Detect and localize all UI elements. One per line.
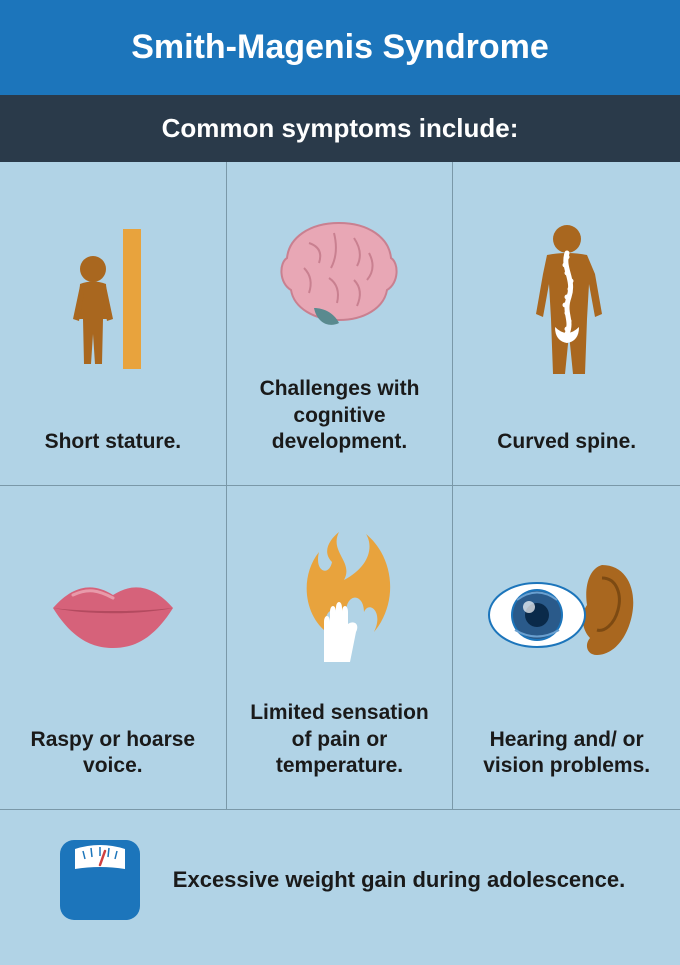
symptom-cognitive: Challenges with cognitive development. <box>227 162 454 486</box>
title-bar: Smith-Magenis Syndrome <box>0 0 680 95</box>
symptom-grid: Short stature. <box>0 162 680 965</box>
symptom-label: Raspy or hoarse voice. <box>12 727 214 780</box>
symptom-label: Hearing and/ or vision problems. <box>465 727 668 780</box>
title: Smith-Magenis Syndrome <box>20 28 660 67</box>
brain-icon <box>239 182 441 364</box>
symptom-raspy-voice: Raspy or hoarse voice. <box>0 486 227 810</box>
symptom-label: Excessive weight gain during adolescence… <box>173 866 625 895</box>
scale-icon <box>55 835 145 925</box>
symptom-label: Curved spine. <box>497 429 636 455</box>
eye-ear-icon <box>465 506 668 715</box>
symptom-weight-gain: Excessive weight gain during adolescence… <box>0 810 680 965</box>
symptom-label: Challenges with cognitive development. <box>239 376 441 455</box>
symptom-short-stature: Short stature. <box>0 162 227 486</box>
symptom-pain-temp: Limited sensation of pain or temperature… <box>227 486 454 810</box>
infographic-root: Smith-Magenis Syndrome Common symptoms i… <box>0 0 680 965</box>
spine-icon <box>465 182 668 417</box>
symptom-hear-vision: Hearing and/ or vision problems. <box>453 486 680 810</box>
subtitle-bar: Common symptoms include: <box>0 95 680 162</box>
flame-icon <box>239 506 441 688</box>
subtitle: Common symptoms include: <box>20 113 660 144</box>
lips-icon <box>12 506 214 715</box>
symptom-label: Short stature. <box>45 429 182 455</box>
symptom-label: Limited sensation of pain or temperature… <box>239 700 441 779</box>
symptom-curved-spine: Curved spine. <box>453 162 680 486</box>
stature-icon <box>12 182 214 417</box>
